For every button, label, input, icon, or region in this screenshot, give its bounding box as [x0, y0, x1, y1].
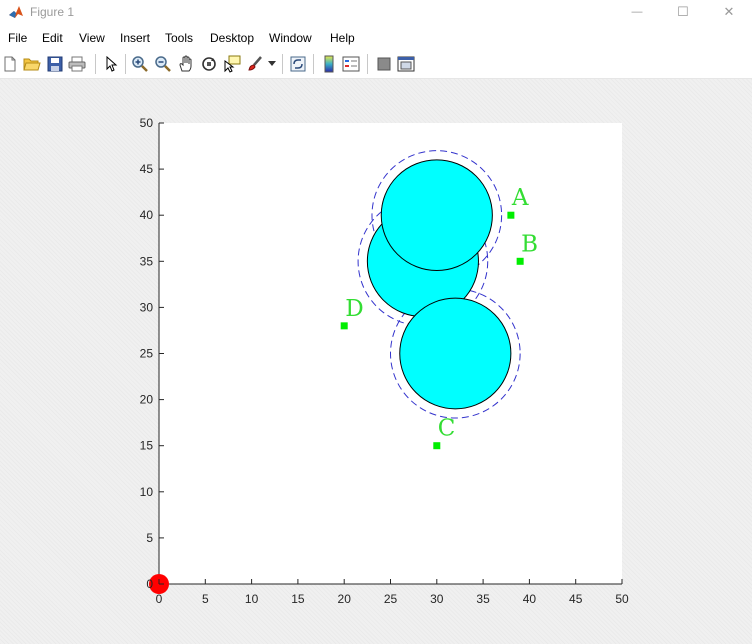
x-tick-label: 5	[202, 592, 209, 606]
brush-button[interactable]	[245, 53, 265, 75]
x-tick-label: 10	[245, 592, 259, 606]
data-cursor-icon	[224, 55, 241, 73]
close-icon: ✕	[723, 4, 735, 19]
y-tick-label: 40	[140, 208, 154, 222]
save-button[interactable]	[45, 53, 65, 75]
window-title: Figure 1	[30, 5, 75, 19]
new-file-icon	[4, 56, 16, 72]
x-tick-label: 40	[523, 592, 537, 606]
matlab-logo-icon	[8, 4, 24, 20]
pan-button[interactable]	[176, 53, 196, 75]
toolbar-separator	[95, 54, 96, 74]
menu-file[interactable]: File	[8, 31, 28, 45]
floppy-disk-icon	[47, 56, 63, 72]
menu-insert[interactable]: Insert	[120, 31, 151, 45]
toolbar-separator	[367, 54, 368, 74]
cyan-circle	[380, 159, 493, 272]
chevron-down-icon	[268, 61, 276, 66]
target-label: B	[521, 231, 538, 257]
legend-icon	[342, 56, 360, 72]
y-tick-label: 15	[140, 439, 154, 453]
show-plot-tools-icon	[397, 56, 415, 72]
target-label: A	[511, 185, 529, 211]
target-marker	[433, 442, 441, 450]
title-bar: Figure 1 — ☐ ✕	[0, 0, 752, 26]
menu-view[interactable]: View	[79, 31, 105, 45]
target-label: C	[438, 416, 456, 442]
menu-help[interactable]: Help	[330, 31, 355, 45]
menu-edit[interactable]: Edit	[42, 31, 63, 45]
brush-dropdown[interactable]	[266, 53, 278, 75]
rotate-3d-icon	[202, 57, 216, 71]
x-tick-label: 50	[615, 592, 629, 606]
menu-bar: File Edit View Insert Tools Desktop Wind…	[0, 26, 752, 72]
link-plot-icon	[290, 56, 306, 72]
y-tick-label: 45	[140, 162, 154, 176]
menu-window[interactable]: Window	[269, 31, 312, 45]
x-tick-label: 35	[476, 592, 490, 606]
data-cursor-button[interactable]	[222, 53, 242, 75]
y-tick-label: 30	[140, 300, 154, 314]
maximize-icon: ☐	[677, 4, 689, 19]
toolbar-separator	[282, 54, 283, 74]
x-tick-label: 45	[569, 592, 583, 606]
figure-toolbar	[0, 50, 752, 79]
target-marker	[340, 322, 348, 330]
folder-icon	[23, 58, 41, 71]
close-button[interactable]: ✕	[706, 0, 752, 24]
new-figure-button[interactable]	[0, 53, 20, 75]
target-label: D	[345, 296, 363, 322]
hide-plot-tools-button[interactable]	[374, 53, 394, 75]
menu-tools[interactable]: Tools	[165, 31, 194, 45]
y-tick-label: 20	[140, 393, 154, 407]
y-tick-label: 5	[146, 531, 153, 545]
dashed-boundary-circle	[390, 288, 521, 419]
toolbar-separator	[313, 54, 314, 74]
y-tick-label: 10	[140, 485, 154, 499]
brush-icon	[248, 56, 262, 71]
open-file-button[interactable]	[22, 53, 42, 75]
minimize-icon: —	[631, 6, 643, 18]
print-button[interactable]	[67, 53, 87, 75]
arrow-pointer-icon	[106, 56, 118, 72]
zoom-out-icon	[155, 56, 171, 72]
x-tick-label: 30	[430, 592, 444, 606]
colorbar-icon	[324, 55, 334, 73]
insert-colorbar-button[interactable]	[319, 53, 339, 75]
show-plot-tools-button[interactable]	[396, 53, 416, 75]
target-marker	[516, 257, 524, 265]
rotate-3d-button[interactable]	[199, 53, 219, 75]
hand-icon	[179, 55, 192, 72]
y-tick-label: 50	[140, 116, 154, 130]
link-plot-button[interactable]	[288, 53, 308, 75]
toolbar-separator	[125, 54, 126, 74]
y-tick-label: 0	[146, 577, 153, 591]
maximize-button[interactable]: ☐	[660, 0, 706, 24]
minimize-button[interactable]: —	[614, 0, 660, 24]
x-tick-label: 15	[291, 592, 305, 606]
printer-icon	[68, 56, 86, 72]
x-tick-label: 20	[338, 592, 352, 606]
y-tick-label: 35	[140, 254, 154, 268]
y-tick-label: 25	[140, 347, 154, 361]
zoom-in-button[interactable]	[130, 53, 150, 75]
x-tick-label: 0	[156, 592, 163, 606]
zoom-out-button[interactable]	[153, 53, 173, 75]
edit-plot-button[interactable]	[101, 53, 121, 75]
menu-desktop[interactable]: Desktop	[210, 31, 255, 45]
x-tick-label: 25	[384, 592, 398, 606]
target-marker	[507, 211, 515, 219]
zoom-in-icon	[132, 56, 148, 72]
insert-legend-button[interactable]	[341, 53, 361, 75]
hide-plot-tools-icon	[377, 57, 391, 71]
cyan-circle	[399, 297, 512, 410]
